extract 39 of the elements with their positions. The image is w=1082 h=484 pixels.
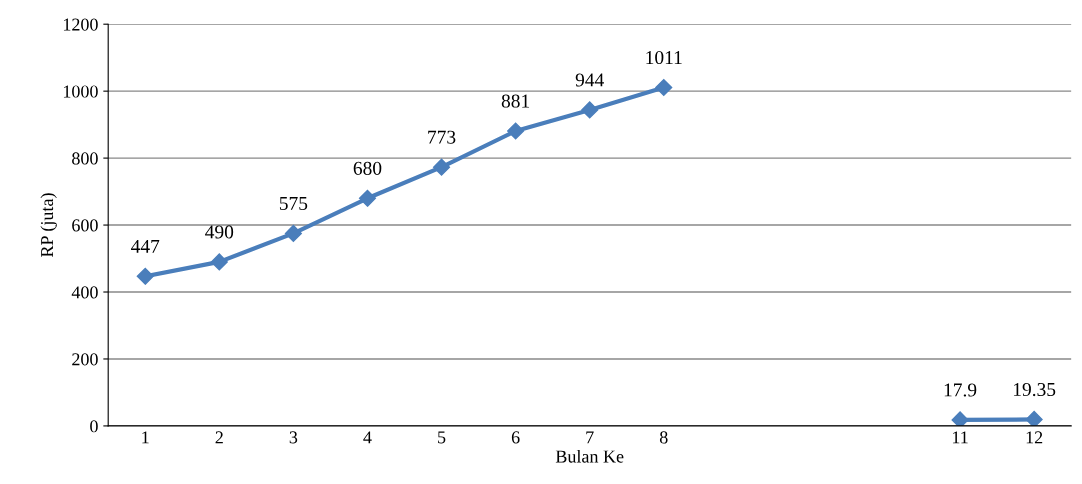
data-label: 944: [575, 73, 604, 87]
data-label: 490: [205, 225, 234, 239]
point: [951, 411, 969, 426]
data-label: 773: [428, 130, 456, 144]
x-tick-label: 8: [659, 431, 668, 444]
x-tick-label: 1: [142, 431, 149, 444]
y-tick-label: 800: [72, 152, 98, 165]
y-tick-label: 200: [72, 353, 98, 366]
data-label: 17.9: [944, 383, 977, 397]
x-tick-label: 11: [952, 431, 968, 444]
point: [284, 224, 302, 242]
x-tick-label: 6: [511, 431, 520, 444]
point: [581, 101, 599, 119]
point: [1025, 410, 1043, 426]
data-label: 19.35: [1013, 382, 1056, 397]
y-tick-label: 400: [71, 286, 98, 299]
x-tick-label: 5: [438, 431, 446, 444]
y-tick-label: 600: [72, 219, 98, 232]
point: [655, 78, 673, 97]
y-tick-label: 1200: [63, 18, 98, 31]
x-tick-label: 4: [363, 431, 372, 444]
y-tick-label: 1000: [63, 85, 98, 98]
x-tick-label: 3: [289, 431, 298, 444]
x-tick-label: 2: [215, 431, 223, 444]
y-tick-label: 0: [90, 420, 98, 433]
data-label: 680: [353, 161, 382, 175]
data-label: 447: [131, 239, 160, 253]
x-axis-title: Bulan Ke: [555, 449, 624, 463]
point: [507, 122, 525, 140]
x-tick-label: 7: [586, 431, 594, 444]
data-label: 1011: [646, 50, 682, 65]
point: [210, 253, 228, 271]
data-label: 575: [279, 197, 308, 211]
point: [358, 189, 377, 207]
y-axis-title: RP (juta): [40, 193, 57, 258]
x-tick-label: 12: [1026, 431, 1043, 444]
point: [136, 267, 154, 285]
data-label: 881: [501, 94, 530, 108]
point: [432, 158, 451, 176]
